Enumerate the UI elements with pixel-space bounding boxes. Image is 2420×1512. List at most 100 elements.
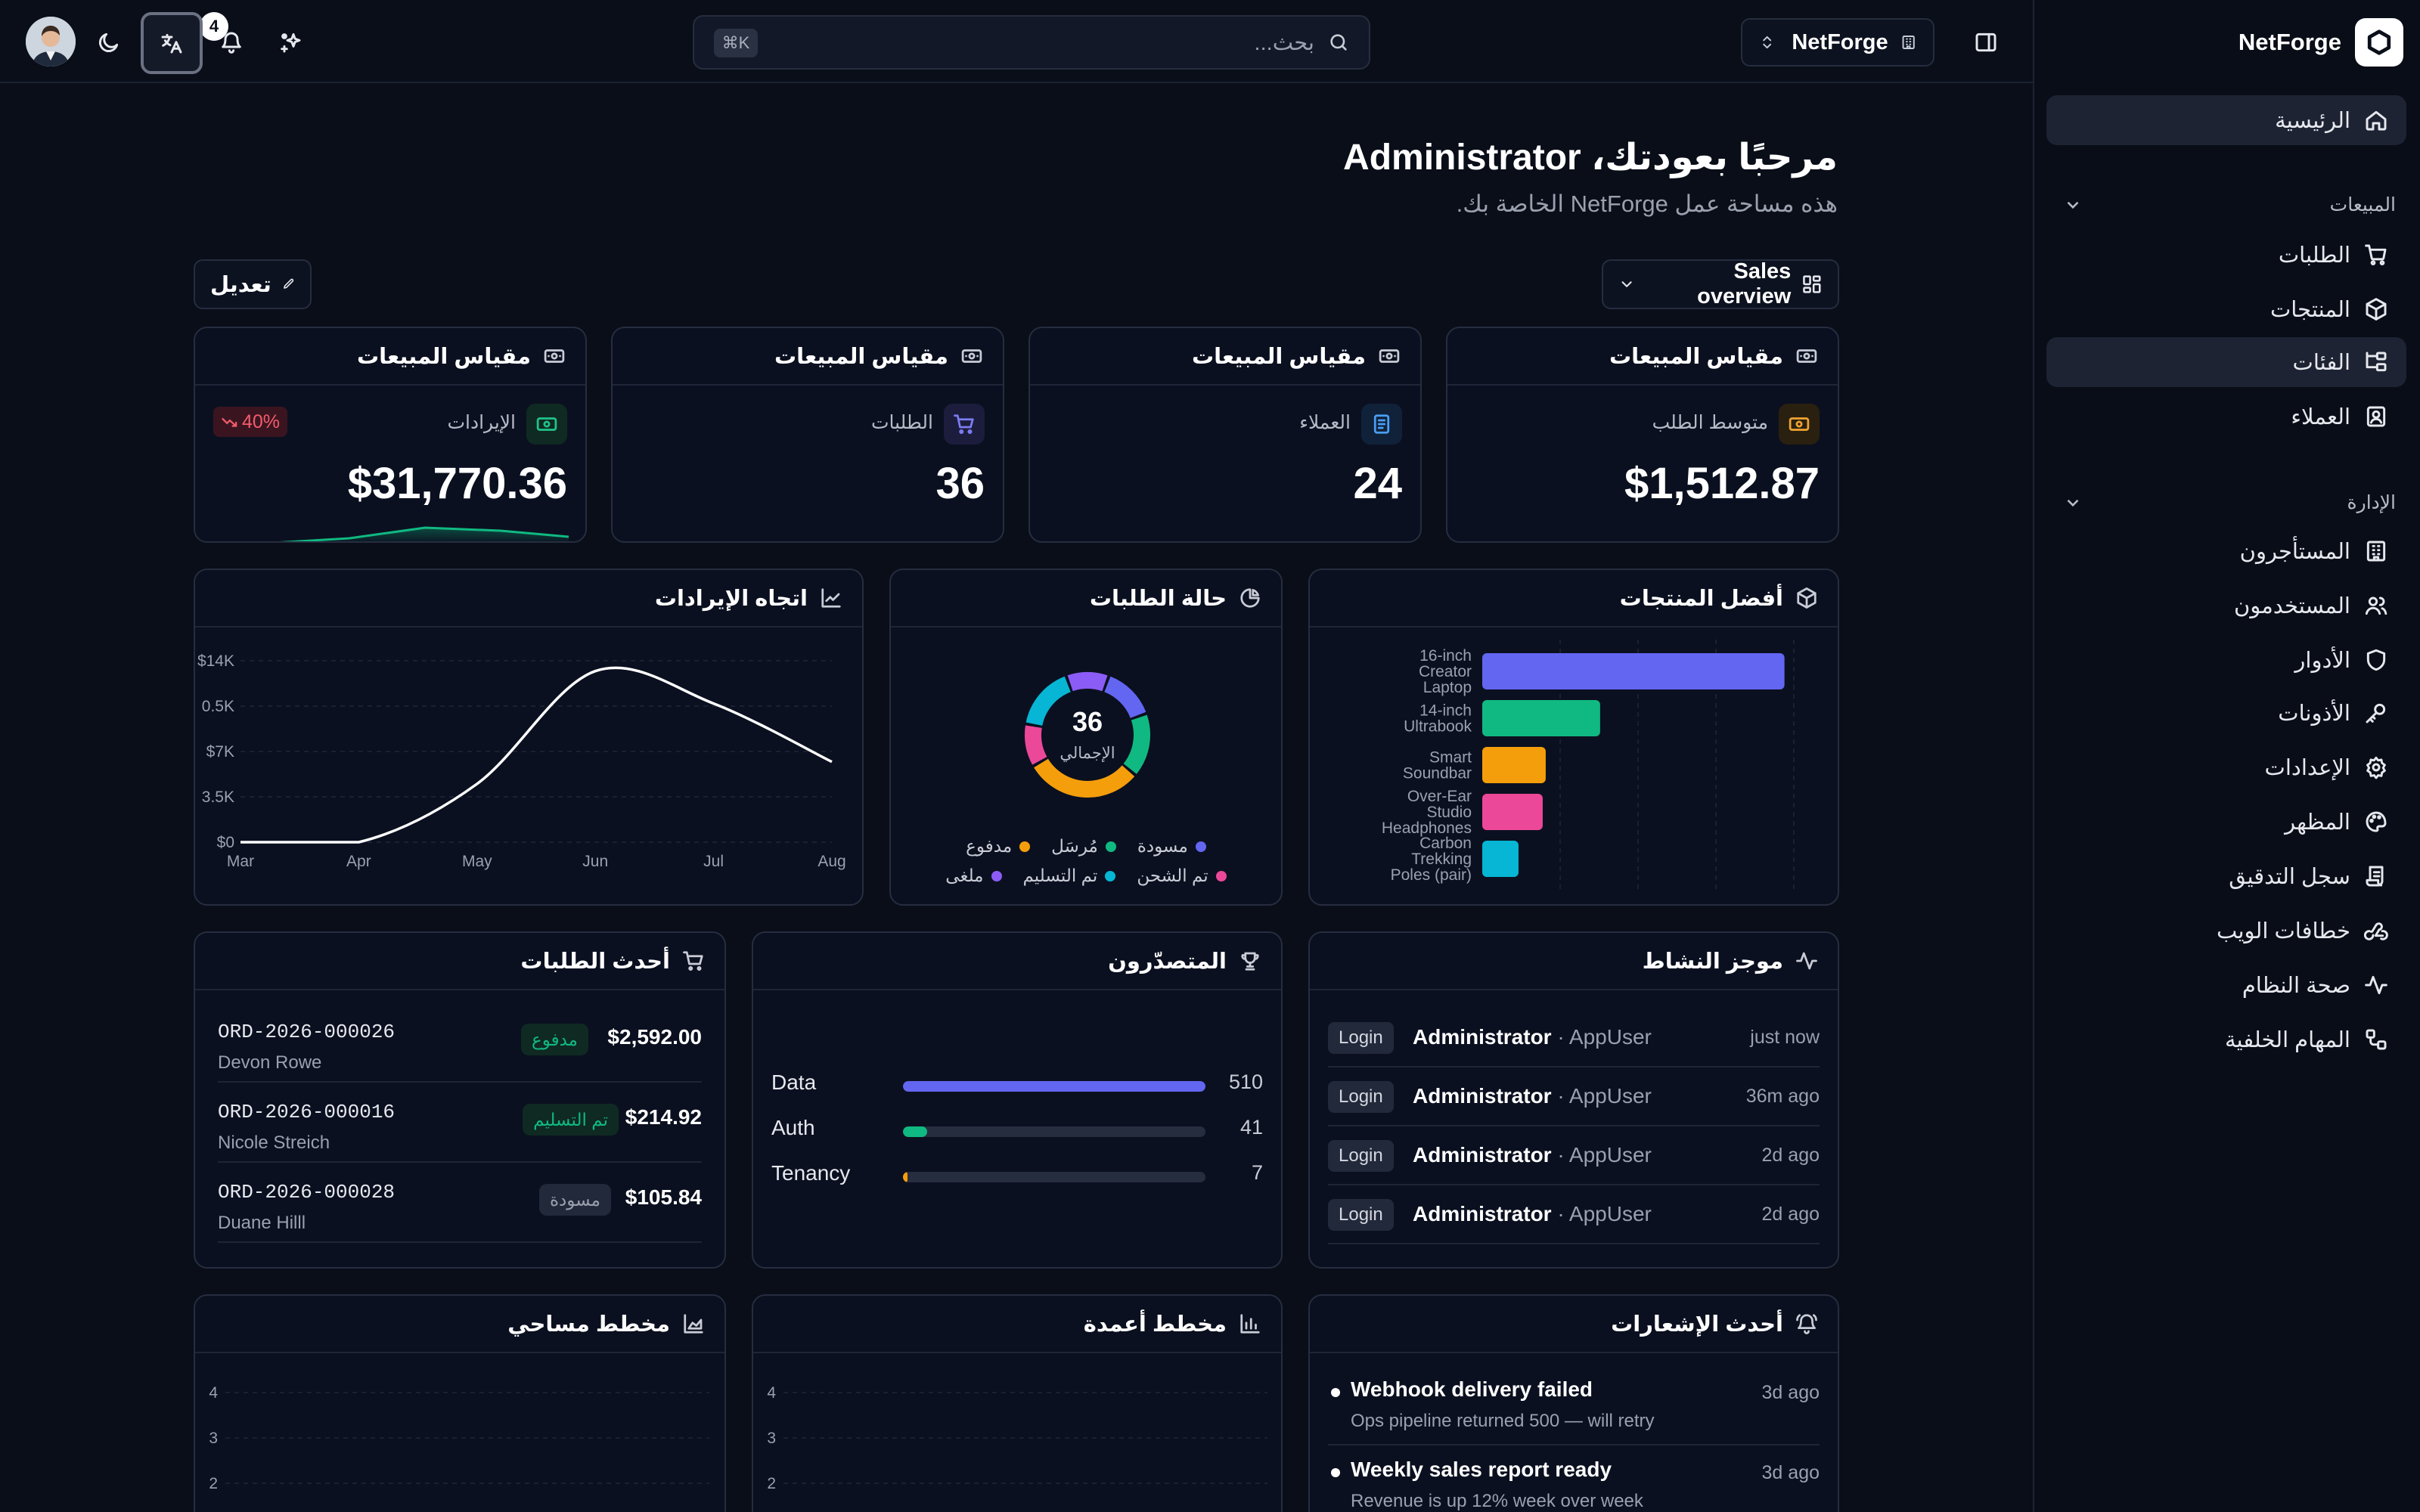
x-tick-label: Mar xyxy=(227,853,254,870)
activity-time: 2d ago xyxy=(1761,1204,1820,1225)
kpi-card-title: مقياس المبيعات xyxy=(1192,344,1366,369)
theme-toggle-button[interactable] xyxy=(85,18,133,67)
notifications-card: أحدث الإشعارات Webhook delivery failed O… xyxy=(1308,1294,1839,1512)
sidebar-section-admin[interactable]: الإدارة xyxy=(2046,484,2406,522)
order-amount: $2,592.00 xyxy=(607,1025,702,1049)
leader-track xyxy=(903,1172,1205,1182)
activity-tag: Login xyxy=(1328,1022,1394,1054)
kpi-label: الإيرادات xyxy=(447,412,516,433)
x-tick-label: Jun xyxy=(582,853,608,870)
card-header: اتجاه الإيرادات xyxy=(195,570,862,627)
status-badge: مسودة xyxy=(538,1184,611,1216)
kpi-delta-value: 40% xyxy=(242,411,281,432)
legend-swatch xyxy=(1019,841,1031,852)
y-tick-label: 4 xyxy=(209,1384,218,1402)
layout-dashboard-icon xyxy=(1803,275,1821,293)
moon-icon xyxy=(98,33,119,53)
sidebar-item-appearance[interactable]: المظهر xyxy=(2046,797,2406,847)
sidebar-item-system-health[interactable]: صحة النظام xyxy=(2046,960,2406,1010)
banknote-icon xyxy=(1379,349,1400,363)
language-button[interactable] xyxy=(141,12,203,74)
sidebar-item-audit-log[interactable]: سجل التدقيق xyxy=(2046,851,2406,901)
activity-row[interactable]: Login Administrator · AppUser 36m ago xyxy=(1328,1067,1820,1126)
product-bar xyxy=(1482,700,1600,736)
donut-slice xyxy=(1067,672,1108,692)
dashboard-select[interactable]: Sales overview xyxy=(1602,259,1839,309)
leader-label: Tenancy xyxy=(771,1161,851,1185)
sidebar-item-label: صحة النظام xyxy=(2242,973,2350,998)
leader-row: Tenancy 7 xyxy=(771,1154,1263,1199)
notification-item[interactable]: Webhook delivery failed Ops pipeline ret… xyxy=(1328,1365,1820,1445)
sidebar-item-customers[interactable]: العملاء xyxy=(2046,392,2406,442)
sidebar-item-roles[interactable]: الأدوار xyxy=(2046,635,2406,685)
area-chart-axes: 4 3 2 xyxy=(209,1384,709,1492)
x-tick-label: Jul xyxy=(703,853,724,870)
edit-button-label: تعديل xyxy=(210,272,271,297)
sidebar-item-orders[interactable]: الطلبات xyxy=(2046,230,2406,280)
sidebar-toggle-button[interactable] xyxy=(1963,23,2009,62)
orders-status-donut xyxy=(1025,672,1150,798)
sidebar-item-tenants[interactable]: المستأجرون xyxy=(2046,526,2406,576)
banknote-icon xyxy=(544,349,565,363)
card-title: حالة الطلبات xyxy=(1089,586,1227,611)
search-input[interactable]: بحث... ⌘K xyxy=(693,15,1370,70)
tenant-switcher[interactable]: NetForge xyxy=(1741,18,1934,67)
order-customer: Nicole Streich xyxy=(218,1132,330,1153)
leader-bar xyxy=(903,1172,908,1182)
donut-slice xyxy=(1103,676,1146,719)
sidebar-item-users[interactable]: المستخدمون xyxy=(2046,581,2406,631)
leader-track xyxy=(903,1126,1205,1137)
card-title: المتصدّرون xyxy=(1108,949,1227,974)
order-id: ORD-2026-000028 xyxy=(218,1181,396,1204)
notification-title: Weekly sales report ready xyxy=(1351,1458,1612,1481)
notifications-button[interactable] xyxy=(207,18,256,67)
topbar: NetForge بحث... ⌘K 4 xyxy=(0,0,2033,83)
unread-dot xyxy=(1331,1468,1340,1477)
x-tick-label: Aug xyxy=(818,853,845,870)
legend-swatch xyxy=(1105,870,1116,881)
order-row[interactable]: ORD-2026-000016 Nicole Streich $214.92 تم ا… xyxy=(218,1083,702,1163)
notification-desc: Revenue is up 12% week over week xyxy=(1351,1491,1643,1511)
order-id: ORD-2026-000026 xyxy=(218,1021,396,1043)
scroll-icon xyxy=(2366,866,2384,887)
webhook-icon xyxy=(2364,922,2388,940)
notification-item[interactable]: Weekly sales report ready Revenue is up … xyxy=(1328,1445,1820,1512)
top-products-card: أفضل المنتجات 16-inch Creator Laptop 14-inc… xyxy=(1308,569,1839,906)
order-row[interactable]: ORD-2026-000028 Duane Hilll $105.84 مسودة xyxy=(218,1163,702,1243)
legend-label: مُرسَل xyxy=(1051,836,1098,856)
chevron-down-icon xyxy=(1621,281,1632,287)
card-title: مخطط أعمدة xyxy=(1083,1312,1227,1337)
kpi-card-title: مقياس المبيعات xyxy=(774,344,948,369)
activity-row[interactable]: Login Administrator · AppUser 2d ago xyxy=(1328,1126,1820,1185)
sidebar-item-products[interactable]: المنتجات xyxy=(2046,284,2406,334)
edit-button[interactable]: تعديل xyxy=(194,259,312,309)
sidebar-section-sales[interactable]: المبيعات xyxy=(2046,186,2406,224)
sidebar-item-webhooks[interactable]: خطافات الويب xyxy=(2046,906,2406,956)
sidebar-item-permissions[interactable]: الأذونات xyxy=(2046,688,2406,738)
donut-slice xyxy=(1123,714,1150,774)
assistant-button[interactable] xyxy=(266,18,315,67)
sidebar-item-settings[interactable]: الإعدادات xyxy=(2046,742,2406,792)
translate-icon xyxy=(161,33,182,54)
shield-icon xyxy=(2366,649,2386,671)
sidebar-item-home[interactable]: الرئيسية xyxy=(2046,95,2406,145)
recent-orders-card: أحدث الطلبات ORD-2026-000026 Devon Rowe $2… xyxy=(194,931,726,1269)
order-row[interactable]: ORD-2026-000026 Devon Rowe $2,592.00 مدفوع xyxy=(218,1002,702,1083)
activity-row[interactable]: Login Administrator · AppUser 2d ago xyxy=(1328,1185,1820,1244)
legend-item: مسودة xyxy=(1137,836,1206,857)
y-tick-label: 2 xyxy=(767,1475,776,1492)
sidebar-item-label: الأدوار xyxy=(2294,648,2350,673)
brand[interactable]: NetForge xyxy=(2238,18,2403,67)
kpi-card-title: مقياس المبيعات xyxy=(357,344,531,369)
sidebar-item-background-jobs[interactable]: المهام الخلفية xyxy=(2046,1015,2406,1064)
leader-value: 510 xyxy=(1228,1070,1263,1093)
y-tick-label: 3.5K xyxy=(202,789,234,806)
activity-tag: Login xyxy=(1328,1081,1394,1113)
sidebar-item-categories[interactable]: الفئات xyxy=(2046,337,2406,387)
leader-bar xyxy=(903,1081,1205,1092)
trophy-icon xyxy=(1241,952,1259,971)
activity-row[interactable]: Login Administrator · AppUser just now xyxy=(1328,1009,1820,1067)
avatar[interactable] xyxy=(26,17,76,67)
product-label: Carbon Trekking Poles (pair) xyxy=(1391,835,1472,884)
activity-tag: Login xyxy=(1328,1140,1394,1172)
